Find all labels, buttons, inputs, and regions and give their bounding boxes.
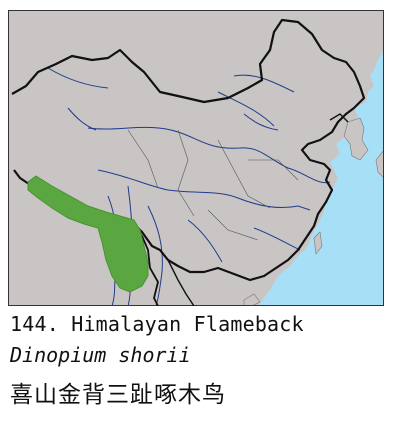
scientific-name: Dinopium shorii [10, 343, 191, 367]
map-border [8, 10, 384, 306]
myanmar-border [141, 235, 159, 306]
distribution-map [8, 10, 384, 306]
japan-land [375, 149, 384, 179]
indochina-border [167, 259, 195, 306]
taiwan-land [313, 231, 323, 255]
province-borders [127, 129, 299, 241]
species-range [27, 175, 149, 293]
korea-border [329, 113, 349, 123]
mongolia-border [131, 31, 275, 103]
map-svg [8, 10, 384, 306]
chinese-name: 喜山金背三趾啄木鸟 [10, 382, 226, 408]
figure-title: 144. Himalayan Flameback [10, 312, 304, 336]
sea-area [258, 10, 384, 306]
korea-land [343, 117, 369, 161]
